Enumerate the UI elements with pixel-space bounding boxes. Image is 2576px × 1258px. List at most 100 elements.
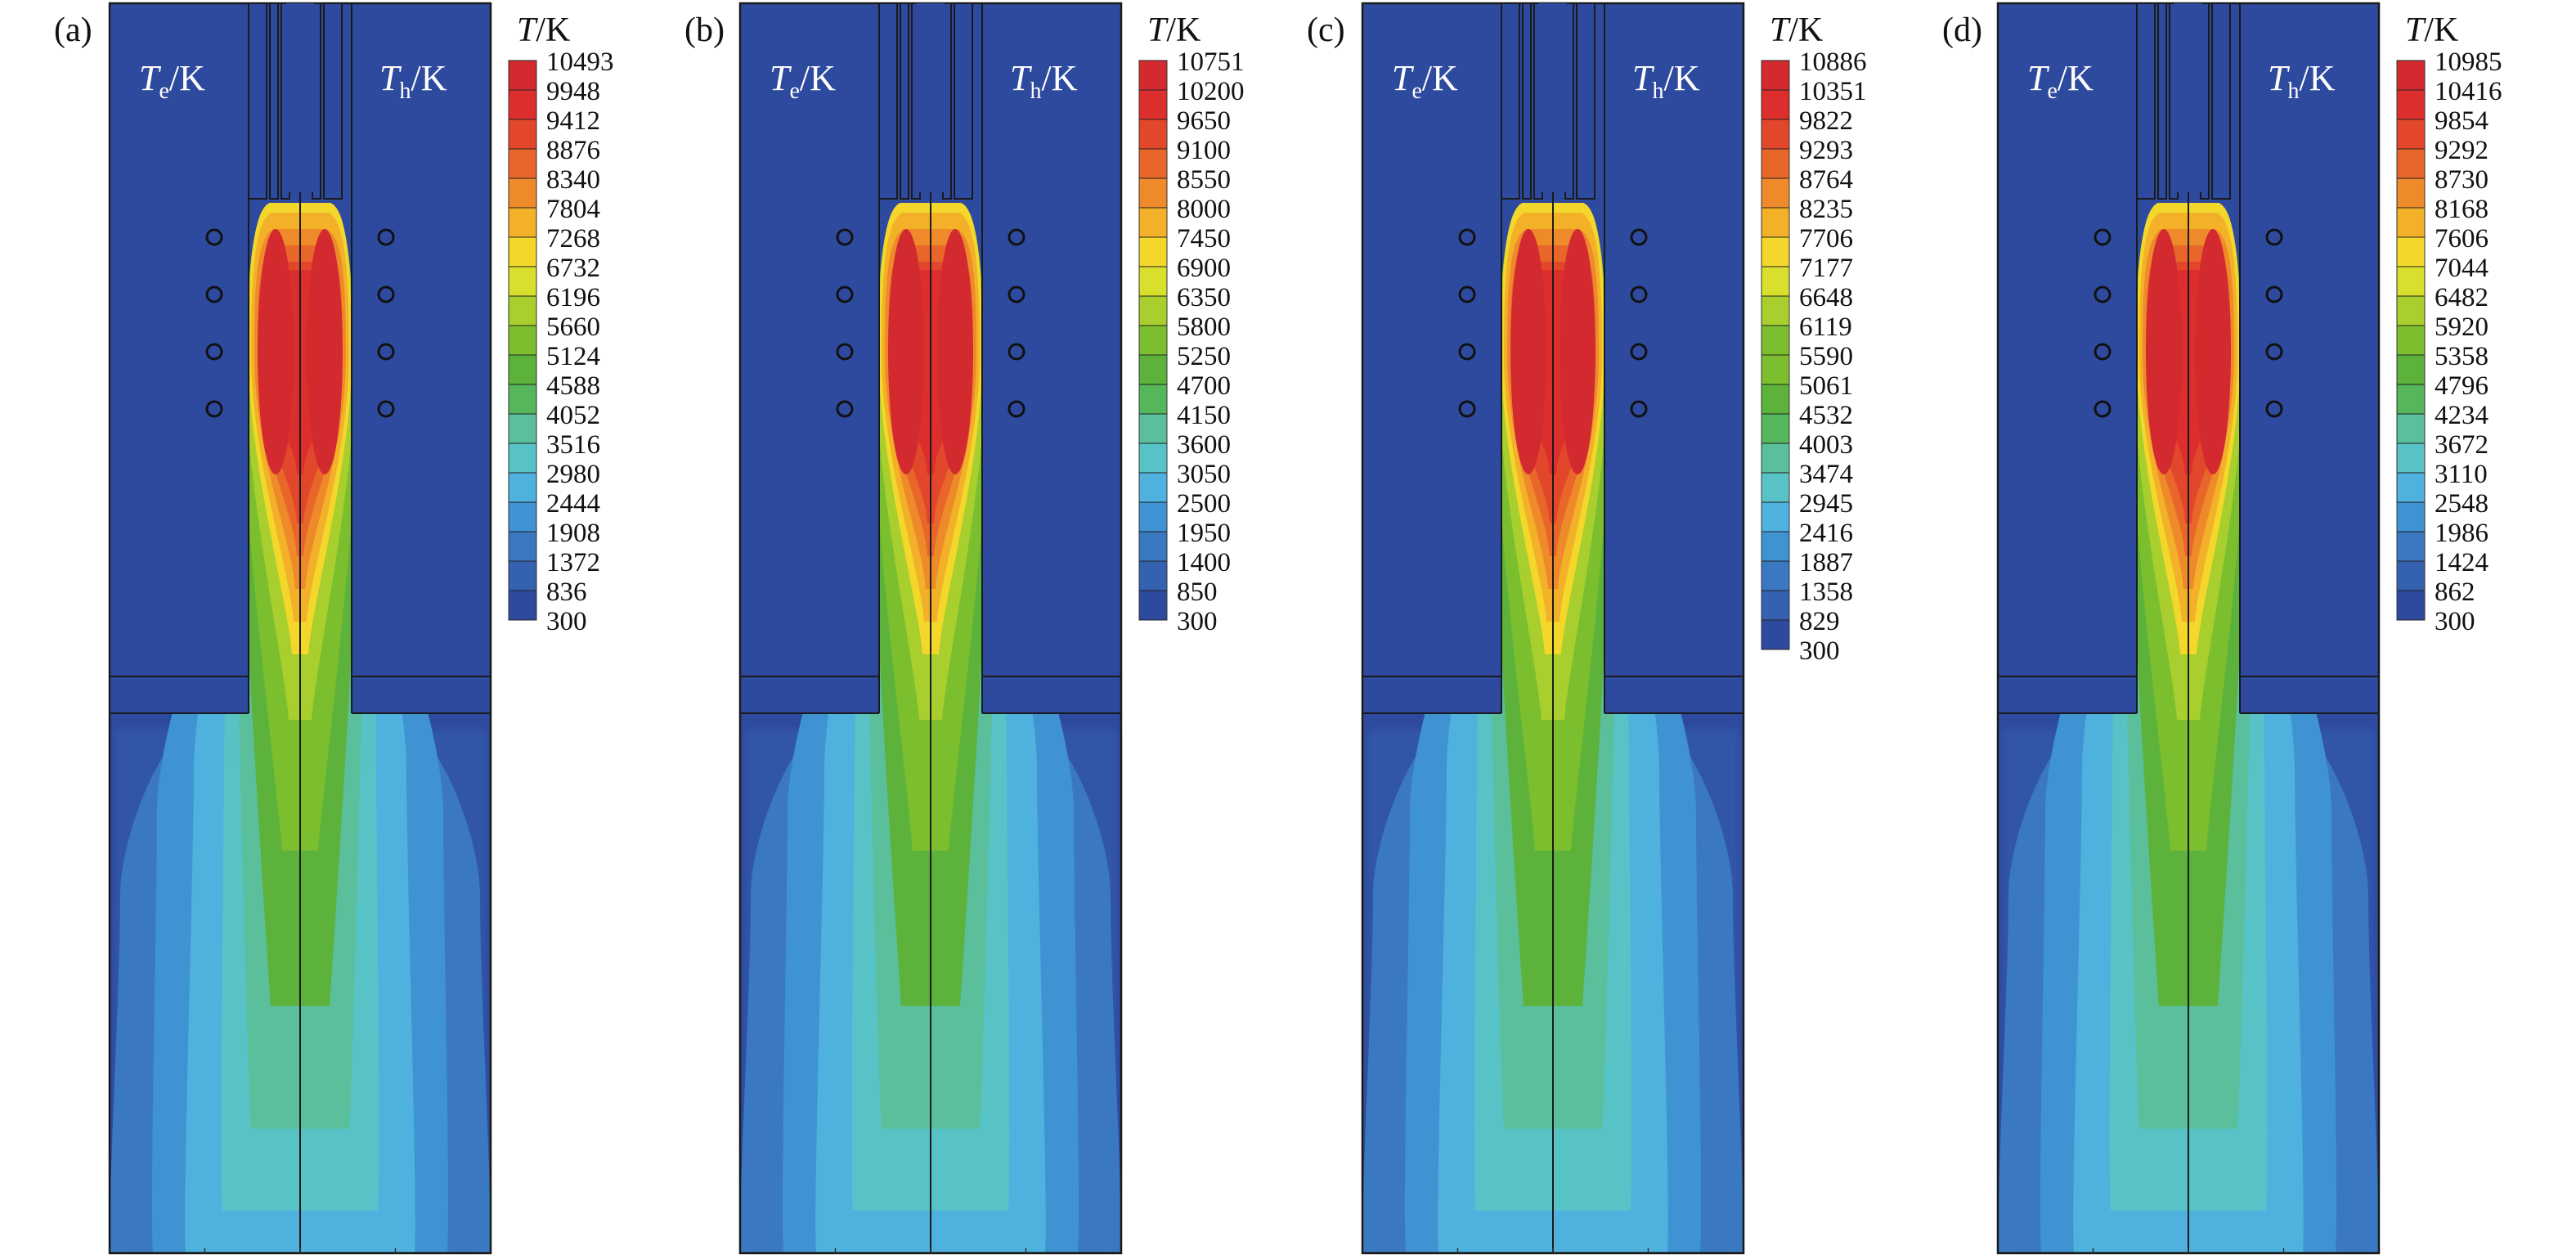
coil-marker	[205, 343, 223, 361]
label-te: Te/K	[139, 58, 205, 104]
colorbar-swatch	[509, 326, 536, 355]
colorbar-swatch	[509, 355, 536, 384]
colorbar-swatch	[1139, 267, 1167, 296]
coil-marker	[377, 400, 395, 418]
colorbar-tick-label: 3110	[2435, 460, 2488, 489]
panel-d: Te/K Th/K (d) T/K10985104169854929287308168…	[1942, 2, 2502, 1255]
colorbar-tick-label: 3050	[1177, 460, 1231, 489]
colorbar-tick-label: 2444	[546, 489, 600, 519]
colorbar-tick-label: 1400	[1177, 548, 1231, 577]
panel-b: Te/K Th/K (b) T/K10751102009650910085508000…	[684, 2, 1245, 1255]
colorbar-swatch	[509, 119, 536, 149]
colorbar-tick-label: 300	[2435, 607, 2475, 636]
colorbar-title: T/K	[517, 11, 570, 49]
hot-core	[888, 229, 924, 474]
colorbar-swatch	[2397, 237, 2425, 267]
coil-marker	[1008, 228, 1025, 246]
colorbar-tick-label: 7268	[546, 224, 600, 254]
colorbar-swatch	[1139, 414, 1167, 443]
colorbar-tick-label: 5800	[1177, 312, 1231, 342]
colorbar-tick-label: 8764	[1799, 165, 1853, 195]
hot-core	[937, 229, 973, 474]
inlet-tube	[1576, 2, 1595, 200]
colorbar-swatch	[509, 443, 536, 473]
colorbar-tick-label: 10351	[1799, 77, 1867, 106]
colorbar-swatch	[509, 532, 536, 561]
colorbar-swatch	[1139, 178, 1167, 208]
colorbar-swatch	[1761, 178, 1789, 208]
coil-marker	[1458, 285, 1476, 303]
colorbar-swatch	[509, 502, 536, 532]
inlet-channel	[1539, 3, 1567, 192]
colorbar-swatch	[1761, 414, 1789, 443]
colorbar-swatch	[2397, 414, 2425, 443]
inlet-tube	[878, 2, 898, 200]
colorbar-swatch	[2397, 119, 2425, 149]
colorbar-swatch	[509, 561, 536, 591]
colorbar-tick-label: 4532	[1799, 401, 1853, 430]
colorbar-tick-label: 4796	[2435, 371, 2488, 401]
inlet-tube	[2211, 2, 2231, 200]
colorbar-swatch	[1761, 149, 1789, 178]
colorbar-swatch	[1761, 90, 1789, 119]
coil-marker	[377, 228, 395, 246]
coil-marker	[377, 343, 395, 361]
colorbar-tick-label: 7804	[546, 195, 600, 224]
colorbar-swatch	[509, 178, 536, 208]
colorbar-swatch	[1761, 296, 1789, 326]
colorbar-swatch	[1139, 61, 1167, 90]
colorbar-tick-label: 1908	[546, 519, 600, 548]
panel-c: Te/K Th/K (c) T/K10886103519822929387648235…	[1307, 2, 1867, 1255]
label-te: Te/K	[2027, 58, 2094, 104]
colorbar-swatch	[2397, 591, 2425, 620]
colorbar-swatch	[1761, 355, 1789, 384]
colorbar-swatch	[1139, 326, 1167, 355]
colorbar-tick-label: 5061	[1799, 371, 1853, 401]
coil-marker	[2094, 285, 2112, 303]
colorbar-tick-label: 3474	[1799, 460, 1853, 489]
colorbar-swatch	[1761, 473, 1789, 502]
colorbar-tick-label: 10985	[2435, 47, 2502, 77]
colorbar-tick-label: 3600	[1177, 430, 1231, 460]
colorbar-swatch	[2397, 208, 2425, 237]
colorbar-tick-label: 2945	[1799, 489, 1853, 519]
panel-label: (d)	[1942, 11, 1982, 49]
hot-core	[2195, 229, 2231, 474]
colorbar-swatch	[509, 473, 536, 502]
colorbar-tick-label: 8340	[546, 165, 600, 195]
colorbar-swatch	[1761, 61, 1789, 90]
colorbar-tick-label: 300	[1799, 636, 1840, 666]
colorbar-tick-label: 1986	[2435, 519, 2488, 548]
coil-marker	[205, 285, 223, 303]
colorbar-swatch	[2397, 443, 2425, 473]
panel-label: (b)	[684, 11, 725, 49]
colorbar-swatch	[2397, 532, 2425, 561]
colorbar-tick-label: 1887	[1799, 548, 1853, 577]
colorbar-tick-label: 1372	[546, 548, 600, 577]
inlet-tube	[900, 2, 909, 200]
colorbar-tick-label: 8550	[1177, 165, 1231, 195]
colorbar-swatch	[1139, 384, 1167, 414]
panel-label: (c)	[1307, 11, 1345, 49]
colorbar-tick-label: 1950	[1177, 519, 1231, 548]
colorbar-tick-label: 4588	[546, 371, 600, 401]
colorbar-tick-label: 5250	[1177, 342, 1231, 371]
colorbar-swatch	[1761, 443, 1789, 473]
colorbar-tick-label: 8168	[2435, 195, 2488, 224]
hot-core	[258, 229, 294, 474]
colorbar-swatch	[509, 61, 536, 90]
coil-marker	[1458, 400, 1476, 418]
colorbar-swatch	[1139, 296, 1167, 326]
colorbar-swatch	[509, 296, 536, 326]
colorbar-tick-label: 6900	[1177, 254, 1231, 283]
label-te: Te/K	[1392, 58, 1458, 104]
label-th: Th/K	[379, 58, 447, 104]
colorbar-swatch	[1761, 591, 1789, 620]
colorbar-swatch	[1139, 502, 1167, 532]
colorbar-tick-label: 850	[1177, 577, 1218, 607]
colorbar-tick-label: 10751	[1177, 47, 1245, 77]
inlet-tube	[269, 2, 279, 200]
colorbar-tick-label: 5124	[546, 342, 600, 371]
colorbar-tick-label: 8235	[1799, 195, 1853, 224]
colorbar-swatch	[1139, 237, 1167, 267]
